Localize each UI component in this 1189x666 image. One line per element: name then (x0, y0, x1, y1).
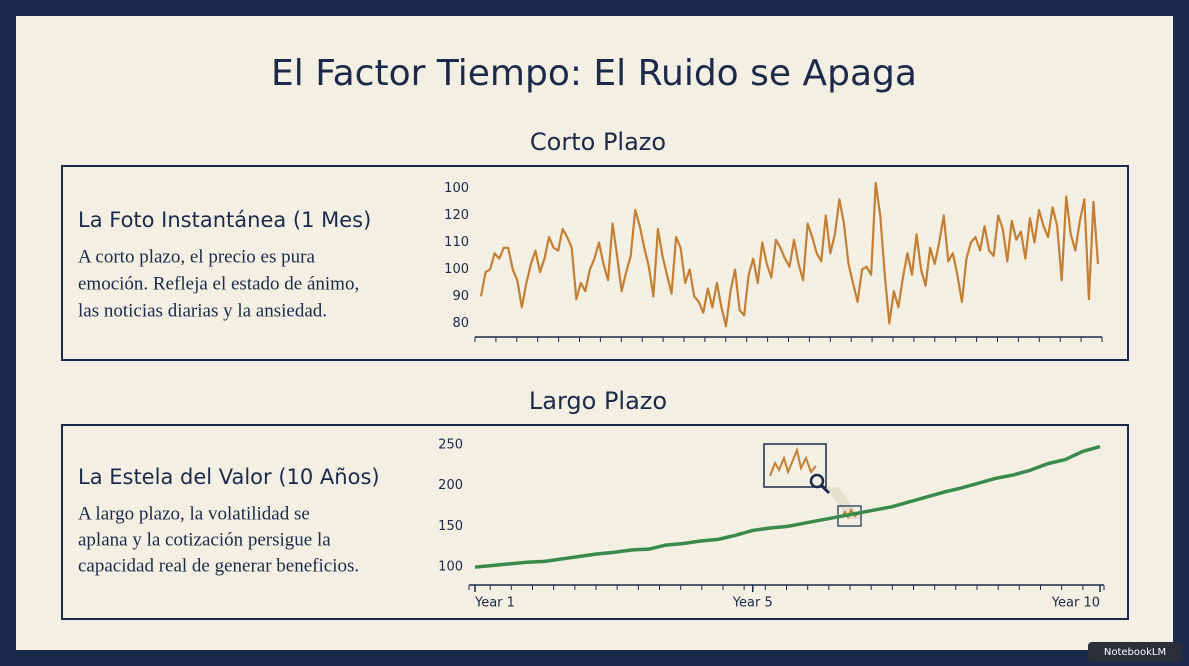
panel (61, 165, 1129, 361)
y-tick-label: 80 (452, 316, 469, 331)
y-tick-label: 250 (438, 437, 463, 452)
panel-text: aplana y la cotización persigue la (78, 529, 331, 550)
y-tick-label: 120 (444, 208, 469, 223)
background (16, 16, 1173, 650)
y-tick-label: 90 (452, 289, 469, 304)
watermark: NotebookLM (1104, 647, 1166, 658)
x-tick-label: Year 1 (474, 596, 515, 611)
watermark-badge (1088, 642, 1182, 662)
panel-text: las noticias diarias y la ansiedad. (78, 300, 327, 321)
zoom-inset (763, 443, 862, 527)
panel-text: emoción. Refleja el estado de ánimo, (78, 273, 359, 294)
title: El Factor Tiempo: El Ruido se Apaga (271, 53, 917, 94)
panel-text: A corto plazo, el precio es pura (78, 246, 315, 267)
section-heading: Largo Plazo (529, 387, 667, 415)
data-line (474, 444, 1101, 569)
y-tick-label: 100 (444, 181, 469, 196)
panel-text: capacidad real de generar beneficios. (78, 555, 359, 576)
data-line (479, 181, 1100, 328)
x-tick-label: Year 10 (1051, 596, 1100, 611)
panel-subtitle: La Foto Instantánea (1 Mes) (78, 208, 371, 232)
y-tick-label: 150 (438, 519, 463, 534)
y-tick-label: 200 (438, 478, 463, 493)
panel-subtitle: La Estela del Valor (10 Años) (78, 465, 380, 489)
x-tick-label: Year 5 (732, 596, 773, 611)
y-tick-label: 110 (444, 235, 469, 250)
y-tick-label: 100 (438, 560, 463, 575)
panel-text: A largo plazo, la volatilidad se (78, 503, 310, 524)
y-tick-label: 100 (444, 262, 469, 277)
panel (61, 424, 1129, 620)
section-heading: Corto Plazo (530, 128, 666, 156)
